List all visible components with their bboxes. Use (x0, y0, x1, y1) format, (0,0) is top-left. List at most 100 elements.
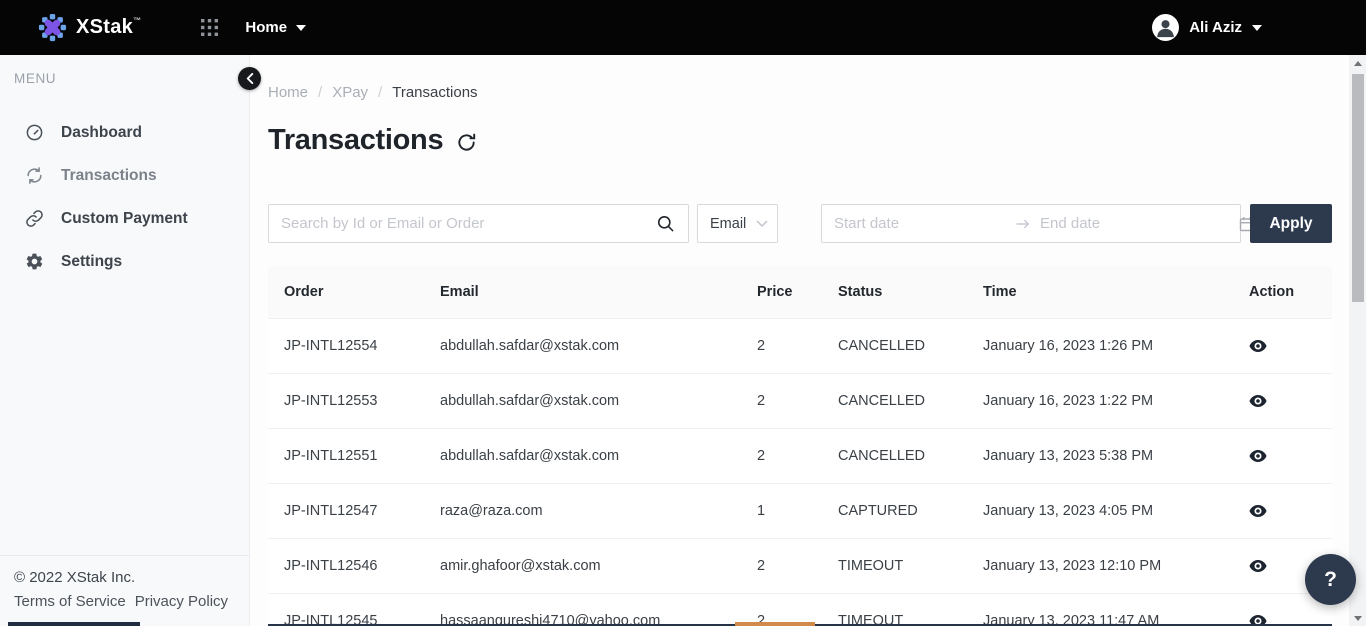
triangle-down-icon (1353, 615, 1362, 621)
search-type-select[interactable]: Email (697, 204, 778, 243)
user-menu[interactable]: Ali Aziz (1152, 14, 1262, 41)
gear-icon (25, 252, 44, 271)
cell-price: 2 (757, 448, 766, 464)
apps-grid-icon[interactable] (201, 19, 219, 36)
cell-time: January 16, 2023 1:26 PM (983, 338, 1154, 354)
bottom-left-bar (8, 622, 140, 626)
start-date-input[interactable] (834, 215, 1016, 232)
nav-home-menu[interactable]: Home (245, 19, 307, 36)
apply-button[interactable]: Apply (1250, 204, 1332, 243)
cell-email: amir.ghafoor@xstak.com (440, 558, 601, 574)
chevron-left-icon (246, 73, 254, 84)
column-header-time: Time (967, 284, 1233, 300)
user-name: Ali Aziz (1189, 19, 1242, 36)
cell-time: January 13, 2023 11:47 AM (983, 613, 1160, 626)
breadcrumb: Home / XPay / Transactions (268, 84, 1349, 101)
gauge-icon (25, 123, 44, 142)
table-body: JP-INTL12554 abdullah.safdar@xstak.com 2… (268, 319, 1332, 626)
sidebar-item-transactions[interactable]: Transactions (0, 154, 249, 197)
scrollbar-down-arrow[interactable] (1349, 610, 1366, 626)
cell-email: abdullah.safdar@xstak.com (440, 393, 620, 409)
transactions-icon (25, 166, 44, 185)
sidebar-collapse-button[interactable] (238, 67, 261, 90)
copyright-text: © 2022 XStak Inc. (14, 569, 136, 586)
nav-home-label: Home (245, 19, 288, 36)
date-range-picker (821, 204, 1255, 243)
arrow-right-icon (1016, 219, 1030, 229)
help-button[interactable]: ? (1305, 554, 1356, 605)
breadcrumb-separator: / (378, 84, 383, 101)
cell-status: CANCELLED (838, 338, 926, 354)
table-row: JP-INTL12551 abdullah.safdar@xstak.com 2… (268, 429, 1332, 484)
end-date-input[interactable] (1040, 215, 1239, 232)
view-transaction-eye-icon[interactable] (1233, 614, 1332, 626)
cell-price: 2 (757, 338, 766, 354)
sidebar-item-custom-payment[interactable]: Custom Payment (0, 197, 249, 240)
cell-time: January 13, 2023 4:05 PM (983, 503, 1154, 519)
scrollbar-up-arrow[interactable] (1349, 55, 1366, 71)
vertical-scrollbar[interactable] (1349, 55, 1366, 626)
cell-time: January 13, 2023 5:38 PM (983, 448, 1154, 464)
terms-of-service-link[interactable]: Terms of Service (14, 593, 126, 610)
breadcrumb-home[interactable]: Home (268, 84, 309, 101)
column-header-email: Email (424, 284, 741, 300)
breadcrumb-xpay[interactable]: XPay (332, 84, 369, 101)
transactions-table: Order Email Price Status Time Action JP-… (268, 266, 1332, 626)
bottom-orange-bar (735, 622, 815, 626)
cell-time: January 16, 2023 1:22 PM (983, 393, 1154, 409)
column-header-price: Price (741, 284, 822, 300)
filters-bar: Email Apply (268, 204, 1349, 243)
column-header-status: Status (822, 284, 967, 300)
table-row: JP-INTL12545 hassaanqureshi4710@yahoo.co… (268, 594, 1332, 626)
chevron-down-icon (1252, 24, 1262, 31)
page-title: Transactions (268, 124, 444, 156)
search-input[interactable] (269, 215, 656, 232)
view-transaction-eye-icon[interactable] (1233, 559, 1332, 573)
sidebar-item-label: Transactions (61, 166, 157, 184)
cell-order: JP-INTL12545 (284, 613, 378, 626)
cell-order: JP-INTL12551 (284, 448, 378, 464)
view-transaction-eye-icon[interactable] (1233, 504, 1332, 518)
xstak-logo-icon (37, 12, 68, 43)
cell-price: 2 (757, 613, 766, 626)
cell-status: CANCELLED (838, 393, 926, 409)
avatar (1152, 14, 1180, 41)
chevron-down-icon (756, 220, 768, 228)
scrollbar-thumb[interactable] (1351, 74, 1364, 302)
sidebar-item-label: Dashboard (61, 123, 142, 141)
top-navbar: XStak™ Home Ali Aziz (0, 0, 1366, 55)
link-icon (25, 209, 44, 228)
cell-status: TIMEOUT (838, 613, 904, 626)
refresh-icon[interactable] (456, 132, 477, 153)
cell-order: JP-INTL12553 (284, 393, 378, 409)
cell-order: JP-INTL12546 (284, 558, 378, 574)
table-row: JP-INTL12547 raza@raza.com 1 CAPTURED Ja… (268, 484, 1332, 539)
search-box (268, 204, 689, 243)
cell-email: raza@raza.com (440, 503, 543, 519)
cell-order: JP-INTL12554 (284, 338, 378, 354)
sidebar-item-label: Settings (61, 252, 123, 270)
main-content: Home / XPay / Transactions Transactions … (251, 55, 1349, 626)
cell-status: TIMEOUT (838, 558, 904, 574)
cell-email: abdullah.safdar@xstak.com (440, 338, 620, 354)
table-row: JP-INTL12554 abdullah.safdar@xstak.com 2… (268, 319, 1332, 374)
table-row: JP-INTL12546 amir.ghafoor@xstak.com 2 TI… (268, 539, 1332, 594)
cell-price: 1 (757, 503, 766, 519)
breadcrumb-separator: / (318, 84, 323, 101)
sidebar-item-dashboard[interactable]: Dashboard (0, 111, 249, 154)
cell-price: 2 (757, 558, 766, 574)
search-icon[interactable] (656, 214, 675, 233)
sidebar-item-settings[interactable]: Settings (0, 240, 249, 283)
triangle-up-icon (1353, 60, 1362, 66)
cell-order: JP-INTL12547 (284, 503, 378, 519)
view-transaction-eye-icon[interactable] (1233, 449, 1332, 463)
view-transaction-eye-icon[interactable] (1233, 339, 1332, 353)
table-header-row: Order Email Price Status Time Action (268, 266, 1332, 319)
breadcrumb-current: Transactions (392, 84, 478, 101)
sidebar-nav: Dashboard Transactions Custom Payment (0, 111, 249, 283)
privacy-policy-link[interactable]: Privacy Policy (134, 593, 229, 610)
brand-logo[interactable]: XStak™ (37, 12, 141, 43)
search-type-value: Email (710, 215, 747, 232)
chevron-down-icon (296, 24, 307, 31)
view-transaction-eye-icon[interactable] (1233, 394, 1332, 408)
